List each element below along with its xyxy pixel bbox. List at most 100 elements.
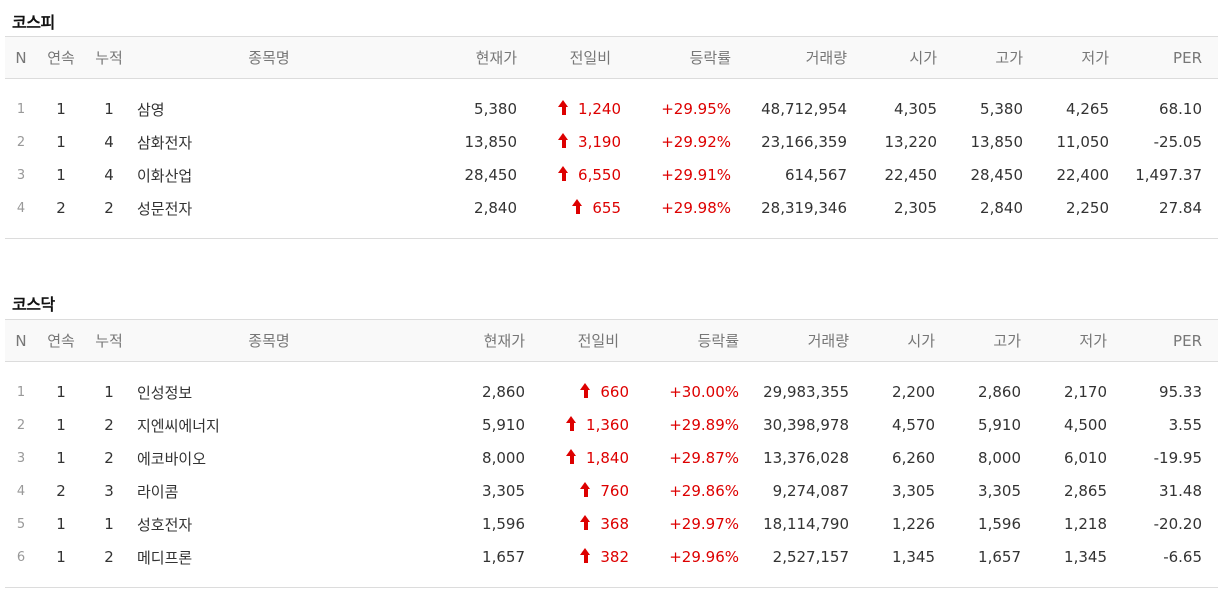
trade-volume: 23,166,359 (761, 133, 847, 151)
stock-name-link[interactable]: 메디프론 (137, 548, 193, 567)
up-arrow-icon (580, 383, 591, 398)
stock-name-link[interactable]: 삼화전자 (137, 133, 193, 152)
high-price: 3,305 (978, 482, 1021, 500)
trade-volume: 29,983,355 (763, 383, 849, 401)
open-price: 1,345 (892, 548, 935, 566)
up-arrow-icon (566, 416, 577, 431)
price-change-value: 1,840 (586, 449, 629, 467)
row-number: 1 (16, 384, 26, 400)
current-price: 5,380 (474, 100, 517, 118)
row-number: 6 (16, 549, 26, 565)
up-arrow-icon (558, 166, 569, 181)
stock-name-link[interactable]: 성호전자 (137, 515, 193, 534)
low-price: 6,010 (1064, 449, 1107, 467)
col-header-rate: 등락률 (639, 319, 749, 362)
table-row[interactable]: 2 1 4 삼화전자 13,850 3,190 +29.92% 23,166,359 13,22… (5, 126, 1218, 159)
change-rate: +29.97% (669, 515, 739, 533)
low-price: 4,265 (1066, 100, 1109, 118)
kospi-upper-limit-table: N 연속 누적 종목명 현재가 전일비 등락률 거래량 시가 고가 저가 PER… (5, 36, 1218, 239)
table-row[interactable]: 3 1 4 이화산업 28,450 6,550 +29.91% 614,567 22,450 28… (5, 159, 1218, 192)
table-header-row: N 연속 누적 종목명 현재가 전일비 등락률 거래량 시가 고가 저가 PER (5, 36, 1218, 79)
per-value: -19.95 (1153, 449, 1202, 467)
per-value: -25.05 (1153, 133, 1202, 151)
price-change-value: 3,190 (578, 133, 621, 151)
cumulative-count: 4 (104, 166, 114, 184)
streak-count: 1 (56, 383, 66, 401)
col-header-change: 전일비 (523, 36, 631, 79)
table-row[interactable]: 4 2 2 성문전자 2,840 655 +29.98% 28,319,346 2,305 2,8… (5, 192, 1218, 225)
current-price: 8,000 (482, 449, 525, 467)
up-arrow-icon (566, 449, 577, 464)
cumulative-count: 2 (104, 416, 114, 434)
col-header-per: PER (1115, 36, 1218, 79)
streak-count: 1 (56, 416, 66, 434)
trade-volume: 9,274,087 (772, 482, 849, 500)
col-header-open: 시가 (855, 319, 941, 362)
low-price: 1,345 (1064, 548, 1107, 566)
current-price: 2,840 (474, 199, 517, 217)
col-header-streak: 연속 (37, 36, 85, 79)
stock-name-link[interactable]: 이화산업 (137, 166, 193, 185)
open-price: 1,226 (892, 515, 935, 533)
col-header-rate: 등락률 (631, 36, 741, 79)
streak-count: 2 (56, 482, 66, 500)
price-change: 1,240 (523, 93, 631, 126)
high-price: 5,380 (980, 100, 1023, 118)
streak-count: 1 (56, 548, 66, 566)
col-header-streak: 연속 (37, 319, 85, 362)
stock-name-link[interactable]: 성문전자 (137, 199, 193, 218)
table-row[interactable]: 5 1 1 성호전자 1,596 368 +29.97% 18,114,790 1,226 1,5… (5, 508, 1218, 541)
col-header-name: 종목명 (133, 319, 405, 362)
stock-name-link[interactable]: 에코바이오 (137, 449, 207, 468)
low-price: 2,170 (1064, 383, 1107, 401)
trade-volume: 30,398,978 (763, 416, 849, 434)
low-price: 2,250 (1066, 199, 1109, 217)
price-change-value: 1,360 (586, 416, 629, 434)
price-change-value: 382 (600, 548, 629, 566)
price-change: 1,840 (531, 442, 639, 475)
low-price: 22,400 (1056, 166, 1110, 184)
stock-name-link[interactable]: 지엔씨에너지 (137, 416, 220, 435)
kosdaq-upper-limit-table: N 연속 누적 종목명 현재가 전일비 등락률 거래량 시가 고가 저가 PER… (5, 319, 1218, 588)
col-header-per: PER (1113, 319, 1218, 362)
price-change-value: 655 (592, 199, 621, 217)
table-row[interactable]: 1 1 1 인성정보 2,860 660 +30.00% 29,983,355 2,200 2,8… (5, 376, 1218, 409)
open-price: 22,450 (884, 166, 938, 184)
change-rate: +29.89% (669, 416, 739, 434)
table-row[interactable]: 1 1 1 삼영 5,380 1,240 +29.95% 48,712,954 4,305 5,3… (5, 93, 1218, 126)
cumulative-count: 1 (104, 515, 114, 533)
high-price: 1,596 (978, 515, 1021, 533)
kosdaq-section-title: 코스닥 (12, 295, 55, 314)
row-number: 4 (16, 483, 26, 499)
stock-name-link[interactable]: 삼영 (137, 100, 165, 119)
streak-count: 1 (56, 449, 66, 467)
per-value: -6.65 (1163, 548, 1202, 566)
row-number: 5 (16, 516, 26, 532)
stock-name-link[interactable]: 라이콤 (137, 482, 179, 501)
table-row[interactable]: 3 1 2 에코바이오 8,000 1,840 +29.87% 13,376,028 6,260… (5, 442, 1218, 475)
per-value: 68.10 (1159, 100, 1202, 118)
table-row[interactable]: 2 1 2 지엔씨에너지 5,910 1,360 +29.89% 30,398,978 4,57… (5, 409, 1218, 442)
price-change: 6,550 (523, 159, 631, 192)
price-change-value: 760 (600, 482, 629, 500)
change-rate: +30.00% (669, 383, 739, 401)
trade-volume: 28,319,346 (761, 199, 847, 217)
current-price: 13,850 (464, 133, 518, 151)
cumulative-count: 1 (104, 383, 114, 401)
table-row[interactable]: 6 1 2 메디프론 1,657 382 +29.96% 2,527,157 1,345 1,65… (5, 541, 1218, 574)
trade-volume: 48,712,954 (761, 100, 847, 118)
stock-name-link[interactable]: 인성정보 (137, 383, 193, 402)
streak-count: 2 (56, 199, 66, 217)
per-value: 1,497.37 (1135, 166, 1202, 184)
row-number: 3 (16, 450, 26, 466)
streak-count: 1 (56, 515, 66, 533)
table-row[interactable]: 4 2 3 라이콤 3,305 760 +29.86% 9,274,087 3,305 3,305… (5, 475, 1218, 508)
row-number: 3 (16, 167, 26, 183)
col-header-name: 종목명 (133, 36, 405, 79)
col-header-low: 저가 (1027, 319, 1113, 362)
col-header-cumulative: 누적 (85, 36, 133, 79)
open-price: 4,570 (892, 416, 935, 434)
col-header-open: 시가 (853, 36, 943, 79)
trade-volume: 2,527,157 (772, 548, 849, 566)
current-price: 3,305 (482, 482, 525, 500)
